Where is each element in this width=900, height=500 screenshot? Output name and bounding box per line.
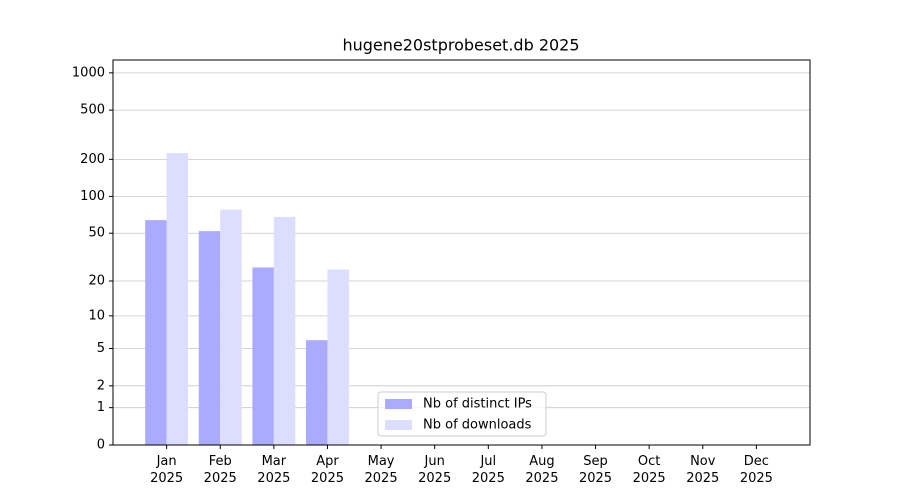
bar xyxy=(273,216,296,445)
plot-frame xyxy=(112,59,811,446)
x-tick-label: Sep 2025 xyxy=(579,454,612,486)
x-tick-label: Dec 2025 xyxy=(740,454,773,486)
y-tick-label: 1000 xyxy=(72,65,105,80)
x-tick-label: Oct 2025 xyxy=(633,454,666,486)
bar xyxy=(220,209,242,445)
legend-label: Nb of distinct IPs xyxy=(423,397,532,412)
x-tick-label: Jan 2025 xyxy=(150,454,183,486)
bar xyxy=(306,340,328,445)
y-tick-label: 10 xyxy=(88,308,105,323)
y-tick-label: 1 xyxy=(97,400,105,415)
bar xyxy=(198,231,221,445)
chart-title: hugene20stprobeset.db 2025 xyxy=(342,36,579,55)
y-tick-label: 5 xyxy=(97,341,105,356)
x-tick-label: Jul 2025 xyxy=(472,454,505,486)
x-tick-label: Jun 2025 xyxy=(418,454,451,486)
y-tick-label: 500 xyxy=(80,103,105,118)
x-tick-label: Apr 2025 xyxy=(311,454,344,486)
legend-label: Nb of downloads xyxy=(423,418,532,433)
bar xyxy=(145,220,167,445)
y-tick-label: 50 xyxy=(88,226,105,241)
x-tick-label: Feb 2025 xyxy=(204,454,237,486)
bar xyxy=(252,267,274,445)
y-tick-label: 200 xyxy=(80,152,105,167)
legend-swatch xyxy=(385,420,412,430)
x-tick-label: Mar 2025 xyxy=(257,454,290,486)
y-tick-label: 2 xyxy=(97,378,105,393)
x-tick-label: Nov 2025 xyxy=(686,454,719,486)
legend-swatch xyxy=(385,399,412,409)
bar xyxy=(166,153,189,445)
y-tick-label: 100 xyxy=(80,189,105,204)
bar xyxy=(327,269,349,445)
legend-box xyxy=(377,391,547,437)
x-tick-label: Aug 2025 xyxy=(525,454,558,486)
y-tick-label: 20 xyxy=(88,274,105,289)
x-tick-label: May 2025 xyxy=(365,454,398,486)
y-tick-label: 0 xyxy=(97,438,105,453)
